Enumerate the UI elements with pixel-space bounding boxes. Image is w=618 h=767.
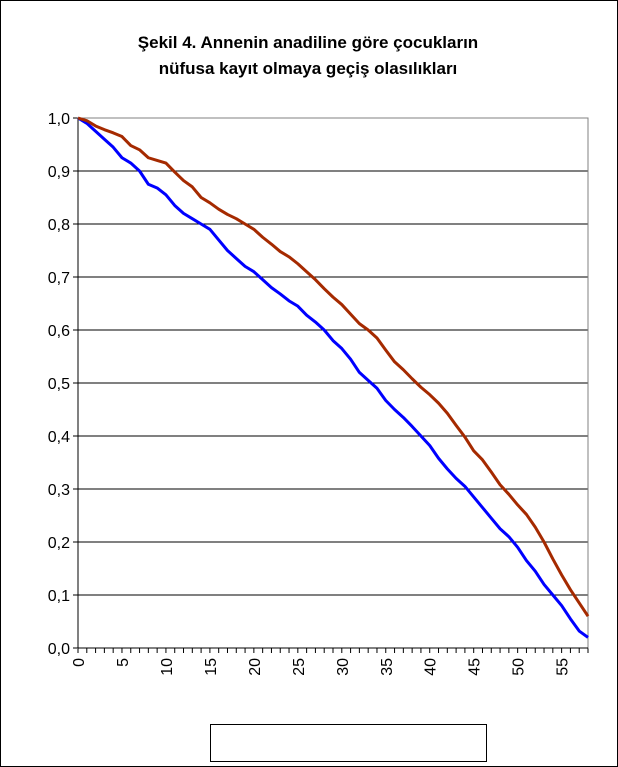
y-tick-label: 0,2 bbox=[48, 535, 70, 552]
y-tick-label: 0,7 bbox=[48, 270, 70, 287]
y-tick-label: 0,0 bbox=[48, 641, 70, 658]
x-tick-label: 25 bbox=[291, 658, 308, 676]
x-tick-label: 15 bbox=[203, 658, 220, 676]
x-tick-label: 50 bbox=[511, 658, 528, 676]
x-tick-label: 5 bbox=[115, 658, 132, 667]
chart-title-line-2: nüfusa kayıt olmaya geçiş olasılıkları bbox=[158, 59, 458, 78]
y-tick-label: 0,3 bbox=[48, 482, 70, 499]
chart-title-line-1: Şekil 4. Annenin anadiline göre çocuklar… bbox=[137, 33, 479, 52]
x-tick-label: 10 bbox=[159, 658, 176, 676]
series-line-turkce bbox=[77, 116, 589, 639]
y-tick-label: 0,4 bbox=[48, 429, 70, 446]
x-tick-label: 55 bbox=[555, 658, 572, 676]
x-tick-label: 20 bbox=[247, 658, 264, 676]
y-tick-label: 0,5 bbox=[48, 376, 70, 393]
x-tick-label: 45 bbox=[467, 658, 484, 676]
x-tick-label: 40 bbox=[423, 658, 440, 676]
legend bbox=[210, 724, 487, 762]
x-tick-label: 35 bbox=[379, 658, 396, 676]
y-tick-label: 1,0 bbox=[48, 111, 70, 128]
y-tick-label: 0,6 bbox=[48, 323, 70, 340]
y-tick-label: 0,1 bbox=[48, 588, 70, 605]
x-tick-label: 30 bbox=[335, 658, 352, 676]
y-tick-label: 0,9 bbox=[48, 164, 70, 181]
series-line-kurtce bbox=[77, 116, 590, 618]
chart-title: Şekil 4. Annenin anadiline göre çocuklar… bbox=[0, 30, 616, 82]
y-tick-label: 0,8 bbox=[48, 217, 70, 234]
x-tick-label: 0 bbox=[71, 658, 88, 667]
